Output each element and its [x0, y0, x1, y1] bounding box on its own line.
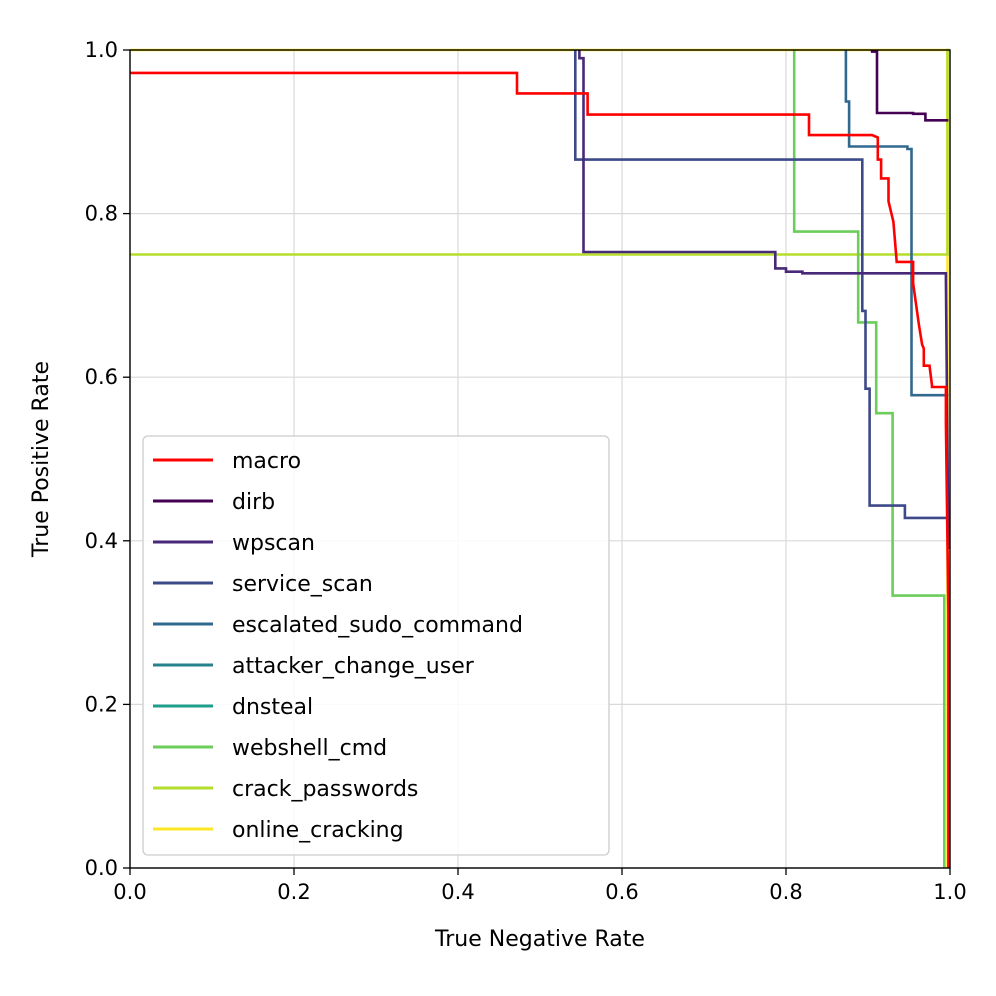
series-line-wpscan	[578, 50, 950, 550]
legend-label-dnsteal: dnsteal	[232, 695, 313, 720]
y-axis-label: True Positive Rate	[29, 361, 54, 558]
legend-label-attacker-change-user: attacker_change_user	[232, 654, 475, 679]
legend-box	[142, 435, 610, 856]
y-tick-label: 1.0	[85, 38, 118, 62]
legend-label-escalated-sudo-command: escalated_sudo_command	[232, 613, 523, 638]
legend-label-service-scan: service_scan	[232, 572, 373, 597]
x-tick-label: 0.6	[605, 880, 638, 904]
legend-label-dirb: dirb	[232, 490, 275, 515]
y-tick-label: 0.2	[85, 692, 118, 716]
x-tick-label: 0.2	[277, 880, 310, 904]
axis-ticks: 0.0 0.2 0.4 0.6 0.8 1.0 0.0 0.2 0.4 0.6 0.8 1.0	[85, 38, 967, 904]
legend-label-webshell-cmd: webshell_cmd	[232, 736, 387, 761]
x-tick-label: 0.0	[113, 880, 146, 904]
y-tick-label: 0.4	[85, 529, 118, 553]
x-tick-label: 0.4	[441, 880, 474, 904]
series-line-webshell-cmd	[792, 50, 946, 868]
series-line-service-scan	[573, 50, 949, 520]
y-tick-label: 0.6	[85, 365, 118, 389]
y-tick-label: 0.8	[85, 202, 118, 226]
legend-label-crack-passwords: crack_passwords	[232, 777, 418, 802]
legend: macro dirb wpscan service_scan escalated_sud…	[142, 435, 610, 856]
plot-frame	[129, 49, 951, 869]
series-line-macro	[130, 71, 950, 868]
x-tick-label: 1.0	[933, 880, 966, 904]
legend-label-macro: macro	[232, 449, 301, 474]
legend-label-wpscan: wpscan	[232, 531, 315, 556]
series-line-escalated-sudo-command	[844, 50, 949, 397]
x-axis-label: True Negative Rate	[434, 927, 645, 952]
series-line-dirb	[870, 50, 949, 122]
y-tick-label: 0.0	[85, 856, 118, 880]
x-tick-label: 0.8	[769, 880, 802, 904]
legend-label-online-cracking: online_cracking	[232, 818, 404, 843]
